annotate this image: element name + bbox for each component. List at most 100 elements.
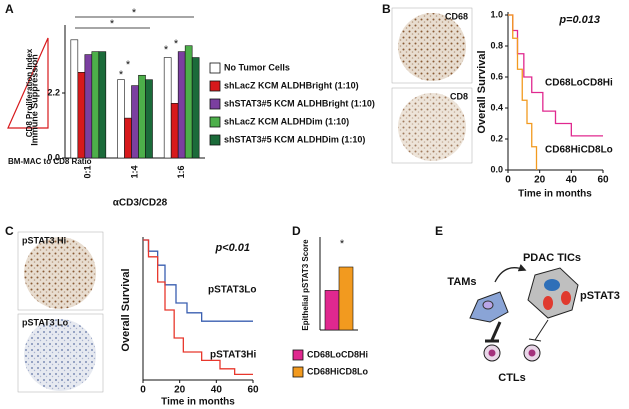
bar: [138, 74, 146, 159]
x-tick-label: 0: [140, 385, 146, 396]
bar: [131, 85, 139, 159]
bar: [163, 57, 172, 159]
x-tick-label: 20: [534, 175, 546, 186]
legend-label: shLacZ KCM ALDHDim (1:10): [224, 116, 349, 126]
annotation: *: [164, 44, 169, 56]
inhibit-bar: [528, 338, 542, 342]
series-label: CD68HiCD8Lo: [545, 145, 613, 156]
pstat3-mark: [561, 291, 571, 305]
diagram-label: PDAC TICs: [523, 252, 581, 264]
nucleus: [528, 349, 536, 357]
bar: [338, 266, 354, 331]
survival-curve: [508, 14, 603, 137]
legend-swatch: [209, 134, 221, 146]
y-tick-label: 1.0: [490, 9, 503, 19]
y-axis-label: CD8 Proliferation Index: [25, 48, 34, 137]
bar: [177, 51, 186, 159]
legend-label: shSTAT3#5 KCM ALDHDim (1:10): [224, 134, 365, 144]
nucleus: [482, 300, 494, 310]
side-label: Immune Suppression: [29, 54, 39, 146]
panel-letter: C: [5, 224, 14, 238]
inhibit-line: [490, 321, 502, 341]
annotation: p<0.01: [214, 242, 250, 254]
bar: [77, 72, 86, 159]
legend-label: shSTAT3#5 KCM ALDHBright (1:10): [224, 98, 375, 108]
x-tick-label: 0: [505, 175, 511, 186]
series-label: CD68LoCD8Hi: [545, 78, 613, 89]
x-tick-label: 60: [597, 175, 609, 186]
x-tick-label: 0:1: [83, 165, 93, 178]
x-tick-label: 1:6: [176, 165, 186, 178]
bar: [84, 54, 93, 159]
series-label: pSTAT3Lo: [208, 285, 257, 296]
legend-swatch: [209, 116, 221, 128]
annotation: *: [340, 238, 345, 250]
arrow: [494, 264, 527, 283]
ihc-core: [24, 237, 96, 309]
legend-swatch: [292, 366, 304, 378]
bar: [145, 79, 153, 159]
legend-swatch: [209, 62, 221, 74]
annotation: *: [110, 18, 115, 30]
annotation: *: [119, 69, 124, 81]
survival-curve: [508, 14, 538, 170]
y-tick-label: 0.2: [490, 133, 503, 143]
bar: [324, 290, 340, 331]
inhibit-line: [534, 319, 549, 341]
triangle: [7, 37, 49, 129]
bar: [170, 103, 179, 159]
annotation: *: [132, 7, 137, 19]
y-tick-label: 0.6: [490, 71, 503, 81]
diagram-label: TAMs: [447, 276, 476, 288]
ihc-core: [24, 319, 96, 391]
legend-swatch: [209, 98, 221, 110]
panel-letter: A: [5, 2, 14, 16]
panel-letter: E: [435, 224, 443, 238]
nucleus: [488, 349, 496, 357]
panel-letter: B: [382, 2, 391, 16]
bar: [70, 39, 79, 159]
legend-swatch: [209, 80, 221, 92]
image-label: pSTAT3 Lo: [22, 317, 69, 327]
image-label: pSTAT3 Hi: [22, 235, 66, 245]
bar: [184, 45, 193, 159]
y-tick-label: 0.0: [490, 164, 503, 174]
survival-curve: [143, 239, 253, 322]
legend-label: shLacZ KCM ALDHBright (1:10): [224, 80, 359, 90]
y-axis-label: Overall Survival: [476, 50, 488, 133]
legend-label: No Tumor Cells: [224, 62, 290, 72]
bar: [191, 57, 200, 159]
image-label: CD68: [445, 11, 468, 21]
y-axis-label: Overall Survival: [120, 268, 132, 351]
y-axis-label: Epithelial pSTAT3 Score: [301, 239, 310, 331]
diagram-label: CTLs: [498, 372, 526, 384]
legend-swatch: [292, 349, 304, 361]
legend-label: CD68LoCD8Hi: [307, 349, 368, 359]
bar: [98, 51, 107, 159]
annotation: *: [126, 59, 131, 71]
x-tick-label: 40: [211, 385, 223, 396]
bar: [91, 51, 100, 159]
x-axis-label: αCD3/CD28: [113, 198, 168, 209]
annotation: p=0.013: [558, 14, 600, 26]
y-tick-label: 0.8: [490, 40, 503, 50]
x-tick-label: 1:4: [129, 165, 139, 178]
bar: [124, 117, 132, 159]
x-tick-label: 60: [247, 385, 259, 396]
ihc-core: [398, 93, 466, 161]
x-axis-label: Time in months: [161, 397, 235, 408]
image-label: CD8: [450, 91, 468, 101]
diagram-label: pSTAT3: [580, 290, 620, 302]
y-tick-label: 2.2: [47, 87, 60, 97]
y-tick-label: 0.4: [490, 102, 503, 112]
x-tick-label: 20: [174, 385, 186, 396]
category-axis-label: BM-MAC to CD8 Ratio: [8, 157, 92, 166]
nucleus: [544, 279, 560, 291]
tic-cell: [527, 267, 579, 319]
y-tick-label: 0.0: [47, 152, 60, 162]
annotation: *: [174, 38, 179, 50]
panel-letter: D: [292, 224, 301, 238]
bar: [117, 79, 125, 159]
pstat3-mark: [543, 296, 553, 310]
